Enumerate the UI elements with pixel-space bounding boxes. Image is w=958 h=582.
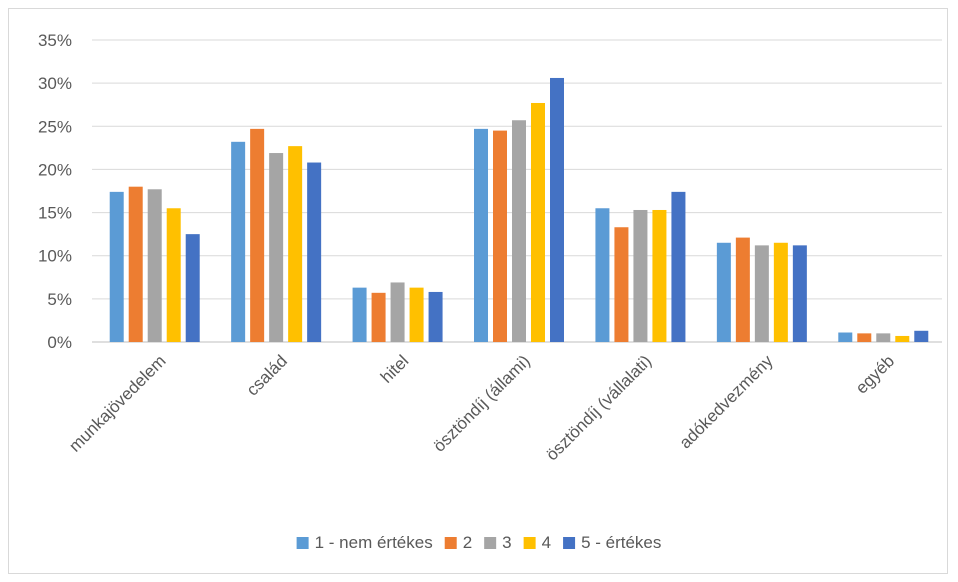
bar [307,162,322,342]
y-tick-label: 25% [38,117,72,136]
bar [914,330,929,342]
y-tick-label: 30% [38,74,72,93]
y-tick-label: 10% [38,247,72,266]
x-category-label: adókedvezmény [676,351,777,452]
bar [857,333,872,342]
legend-label: 2 [463,533,472,552]
bar [792,245,807,342]
legend-swatch [444,537,457,549]
legend-label: 1 - nem értékes [315,533,433,552]
y-tick-label: 0% [47,333,72,352]
bar [147,189,162,342]
x-category-label: család [243,351,291,399]
bar [371,292,386,342]
x-category-label: ösztöndíj (vállalati) [542,351,655,464]
legend-label: 5 - értékes [581,533,661,552]
bar [109,191,124,342]
bar [550,77,564,343]
bar [671,191,686,342]
y-tick-label: 15% [38,204,72,223]
bar [250,128,265,342]
legend-swatch [484,537,497,549]
bar [409,287,424,342]
legend-swatch [563,537,576,549]
bar [773,242,788,342]
x-category-label: egyéb [852,351,898,397]
y-tick-label: 20% [38,160,72,179]
bar [754,245,769,342]
bar [633,209,648,342]
bar [428,291,443,342]
bar [838,332,853,342]
y-tick-label: 35% [38,31,72,50]
bar [269,153,284,342]
bar [876,333,891,342]
x-category-label: munkajövedelem [65,351,169,455]
bar [735,237,750,342]
x-category-label: ösztöndíj (állami) [430,351,534,455]
legend-label: 4 [542,533,551,552]
bar [474,128,488,342]
bar [716,242,731,342]
bar [185,234,200,342]
bar [512,120,526,342]
bar [390,282,405,342]
bar [288,146,303,342]
bar [531,102,545,342]
chart-border [8,8,948,574]
bar [652,209,667,342]
bar [614,227,629,342]
x-category-label: hitel [377,351,412,386]
y-tick-label: 5% [47,290,72,309]
bar [231,141,246,342]
bar [595,208,610,342]
bar [128,186,143,342]
bar [166,208,181,342]
bar [352,287,367,342]
bar [493,130,507,342]
legend-swatch [523,537,536,549]
bar [895,335,910,342]
legend-label: 3 [502,533,511,552]
legend-swatch [296,537,309,549]
